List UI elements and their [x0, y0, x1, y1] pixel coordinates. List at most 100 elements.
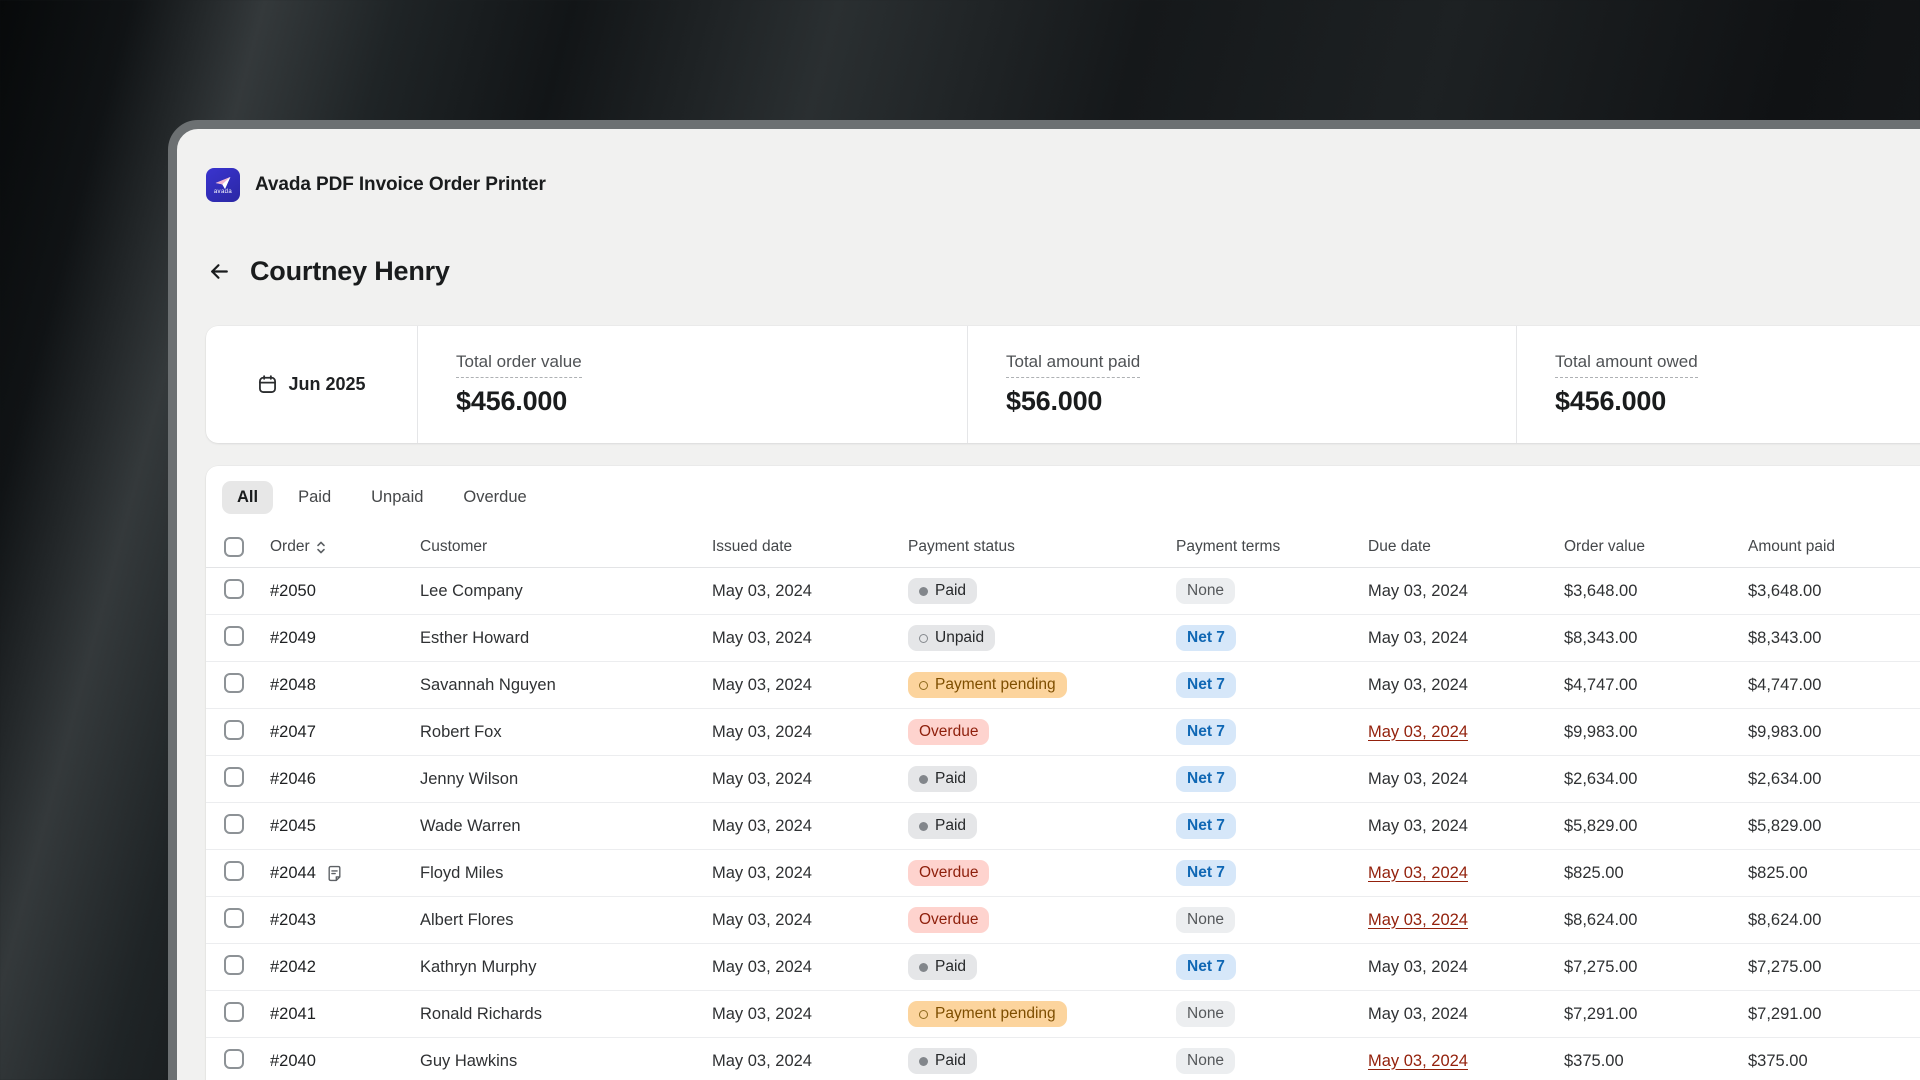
table-row[interactable]: #2043 Albert Flores May 03, 2024 Overdue Non…	[206, 897, 1920, 944]
row-checkbox[interactable]	[224, 672, 244, 693]
payment-status-label: Paid	[935, 958, 967, 975]
payment-terms-badge: None	[1176, 907, 1236, 933]
due-date: May 03, 2024	[1368, 957, 1468, 976]
row-checkbox[interactable]	[224, 625, 244, 646]
issued-date: May 03, 2024	[712, 1051, 812, 1070]
table-row[interactable]: #2041 Ronald Richards May 03, 2024 Payment …	[206, 991, 1920, 1038]
amount-paid: $7,275.00	[1748, 957, 1822, 976]
payment-status-label: Paid	[935, 582, 967, 599]
payment-status-cell: Unpaid	[908, 625, 1176, 651]
page-title-row: Courtney Henry	[206, 256, 1920, 287]
tab-overdue[interactable]: Overdue	[448, 481, 541, 514]
order-value: $3,648.00	[1564, 581, 1638, 600]
customer-name: Albert Flores	[420, 910, 514, 929]
avada-logo: avada	[206, 168, 240, 202]
order-number: #2046	[270, 769, 316, 788]
back-button[interactable]	[206, 259, 232, 285]
page-title: Courtney Henry	[250, 256, 450, 286]
order-number-cell: #2042	[270, 958, 420, 977]
due-date[interactable]: May 03, 2024	[1368, 863, 1468, 882]
order-number: #2048	[270, 675, 316, 694]
payment-terms-cell: None	[1176, 1048, 1368, 1074]
table-row[interactable]: #2044 Floyd Miles May 03, 2024 Overdue Net 7…	[206, 850, 1920, 897]
order-number-cell: #2045	[270, 817, 420, 836]
stat-value: $456.000	[1555, 386, 1667, 416]
order-value: $7,275.00	[1564, 957, 1638, 976]
customer-name: Wade Warren	[420, 816, 521, 835]
due-date[interactable]: May 03, 2024	[1368, 1051, 1468, 1070]
logo-word: avada	[213, 189, 233, 195]
payment-status-cell: Payment pending	[908, 1001, 1176, 1027]
table-row[interactable]: #2046 Jenny Wilson May 03, 2024 Paid Net 7 Ma…	[206, 756, 1920, 803]
status-dot-outline-icon	[919, 633, 928, 643]
stat-label: Total order value	[456, 352, 582, 378]
calendar-icon	[259, 375, 277, 393]
due-date[interactable]: May 03, 2024	[1368, 910, 1468, 929]
payment-status-cell: Paid	[908, 1048, 1176, 1074]
table-row[interactable]: #2050 Lee Company May 03, 2024 Paid None May …	[206, 568, 1920, 615]
payment-terms-cell: Net 7	[1176, 625, 1368, 651]
payment-status-cell: Paid	[908, 766, 1176, 792]
table-row[interactable]: #2045 Wade Warren May 03, 2024 Paid Net 7 May…	[206, 803, 1920, 850]
payment-status-cell: Overdue	[908, 860, 1176, 886]
amount-paid: $375.00	[1748, 1051, 1808, 1070]
table-row[interactable]: #2049 Esther Howard May 03, 2024 Unpaid Net …	[206, 615, 1920, 662]
row-checkbox[interactable]	[224, 813, 244, 834]
table-row[interactable]: #2040 Guy Hawkins May 03, 2024 Paid None May …	[206, 1038, 1920, 1080]
due-date-cell: May 03, 2024	[1368, 723, 1564, 742]
due-date-cell: May 03, 2024	[1368, 1052, 1564, 1071]
customer-name: Kathryn Murphy	[420, 957, 537, 976]
payment-status-badge: Paid	[908, 1048, 978, 1074]
row-checkbox[interactable]	[224, 1001, 244, 1022]
summary-card: Jun 2025 Total order value $456.000 Total …	[206, 326, 1920, 443]
stat-label: Total amount paid	[1006, 352, 1141, 378]
due-date: May 03, 2024	[1368, 628, 1468, 647]
date-range-selector[interactable]: Jun 2025	[206, 326, 418, 443]
order-number-cell: #2049	[270, 629, 420, 648]
table-row[interactable]: #2048 Savannah Nguyen May 03, 2024 Payment …	[206, 662, 1920, 709]
payment-terms-badge: Net 7	[1176, 719, 1236, 745]
payment-terms-cell: None	[1176, 907, 1368, 933]
column-header-due-date: Due date	[1368, 538, 1431, 555]
orders-panel: All Paid Unpaid Overdue Order Customer Issu…	[206, 466, 1920, 1080]
row-checkbox[interactable]	[224, 954, 244, 975]
customer-name: Lee Company	[420, 581, 523, 600]
column-header-order[interactable]: Order	[270, 538, 420, 556]
due-date-cell: May 03, 2024	[1368, 817, 1564, 836]
tab-unpaid[interactable]: Unpaid	[356, 481, 438, 514]
payment-status-badge: Unpaid	[908, 625, 996, 651]
row-checkbox[interactable]	[224, 578, 244, 599]
table-row[interactable]: #2047 Robert Fox May 03, 2024 Overdue Net 7 M…	[206, 709, 1920, 756]
due-date: May 03, 2024	[1368, 581, 1468, 600]
row-checkbox[interactable]	[224, 719, 244, 740]
row-checkbox[interactable]	[224, 766, 244, 787]
select-all-checkbox[interactable]	[224, 537, 244, 557]
amount-paid: $4,747.00	[1748, 675, 1822, 694]
app-window: avada Avada PDF Invoice Order Printer Co…	[168, 120, 1920, 1080]
due-date[interactable]: May 03, 2024	[1368, 722, 1468, 741]
tab-all[interactable]: All	[222, 481, 274, 514]
status-dot-filled-icon	[919, 1056, 928, 1066]
row-checkbox[interactable]	[224, 860, 244, 881]
payment-status-cell: Overdue	[908, 907, 1176, 933]
payment-status-label: Overdue	[919, 864, 979, 881]
amount-paid: $8,624.00	[1748, 910, 1822, 929]
payment-terms-cell: Net 7	[1176, 813, 1368, 839]
issued-date: May 03, 2024	[712, 863, 812, 882]
row-checkbox[interactable]	[224, 907, 244, 928]
payment-terms-cell: Net 7	[1176, 860, 1368, 886]
customer-name: Savannah Nguyen	[420, 675, 556, 694]
tab-paid[interactable]: Paid	[283, 481, 346, 514]
payment-terms-cell: None	[1176, 578, 1368, 604]
table-header-row: Order Customer Issued date Payment statu…	[206, 527, 1920, 568]
issued-date: May 03, 2024	[712, 581, 812, 600]
order-value: $825.00	[1564, 863, 1624, 882]
row-checkbox[interactable]	[224, 1048, 244, 1069]
paper-plane-icon	[215, 177, 231, 189]
table-row[interactable]: #2042 Kathryn Murphy May 03, 2024 Paid Net 7…	[206, 944, 1920, 991]
order-number: #2044	[270, 863, 316, 882]
status-dot-filled-icon	[919, 962, 928, 972]
column-header-payment-status: Payment status	[908, 538, 1015, 555]
amount-paid: $8,343.00	[1748, 628, 1822, 647]
column-header-issued-date: Issued date	[712, 538, 793, 555]
